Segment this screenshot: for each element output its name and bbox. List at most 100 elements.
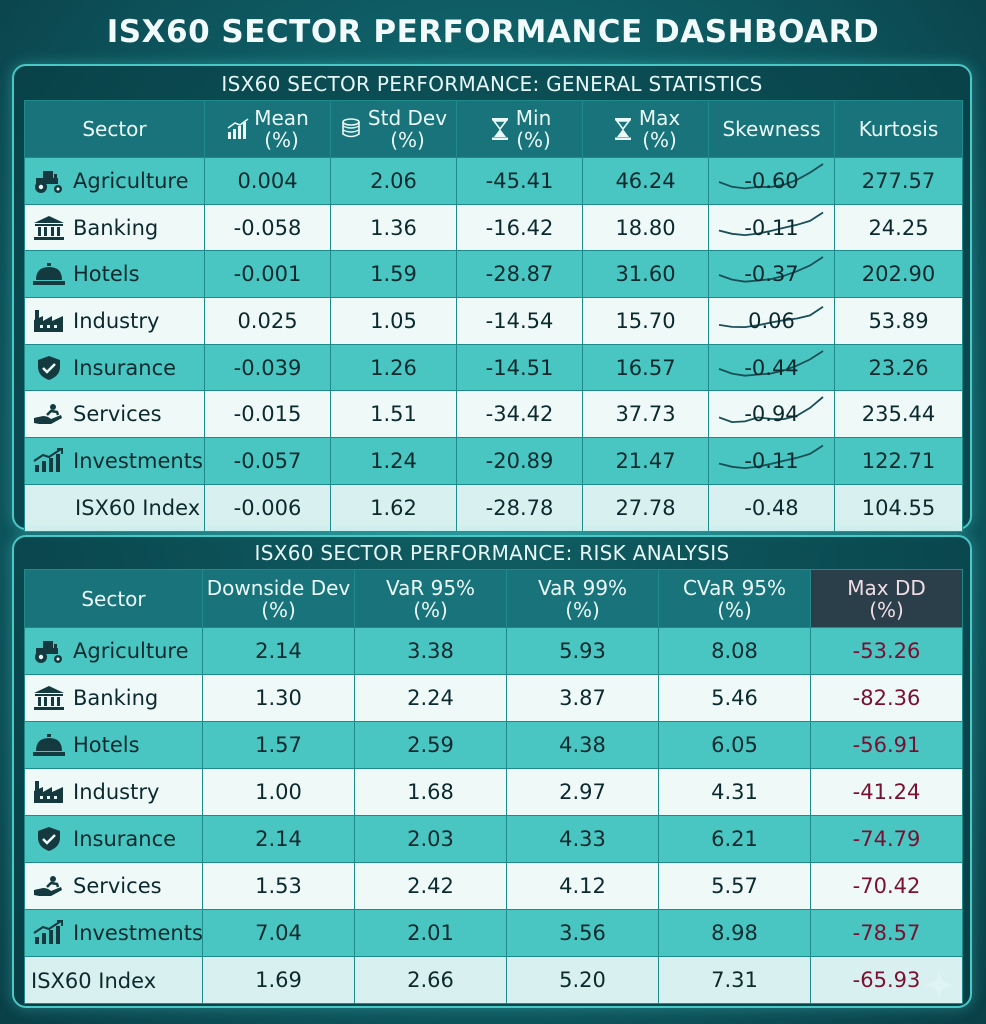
header-label: CVaR 95% (%): [682, 575, 787, 622]
sector-label: Banking: [73, 686, 159, 710]
value-text: 0.004: [237, 168, 298, 193]
cell-mean: -0.058: [204, 203, 331, 252]
sector-label: Industry: [73, 308, 160, 333]
table-row: Hotels 1.57 2.59 4.38 6.05 -56.91: [24, 721, 963, 769]
value-text: 2.14: [255, 827, 302, 851]
cell-std-dev: 1.51: [330, 390, 457, 439]
column-header-sector: Sector: [24, 569, 203, 628]
value-text: 2.03: [407, 827, 454, 851]
sector-label: Hotels: [73, 262, 140, 287]
table-row: Banking 1.30 2.24 3.87 5.46 -82.36: [24, 674, 963, 722]
cell-max: 18.80: [582, 203, 709, 252]
sector-label: Investments: [73, 448, 203, 473]
value-text: 6.05: [711, 733, 758, 757]
sector-cell: Insurance: [24, 815, 203, 863]
value-text: 2.01: [407, 921, 454, 945]
sparkline-path: [718, 349, 824, 377]
cell-var-99: 5.93: [506, 627, 659, 675]
cell-min: -34.42: [456, 390, 583, 439]
value-text: 0.025: [237, 308, 298, 333]
value-text: 4.31: [711, 780, 758, 804]
cell-max-dd: -53.26: [810, 627, 963, 675]
cell-kurtosis: 24.25: [834, 203, 963, 252]
cell-kurtosis: 23.26: [834, 343, 963, 392]
cell-var-99: 4.12: [506, 862, 659, 910]
value-text: 31.60: [615, 262, 676, 287]
value-text: -70.42: [852, 874, 921, 898]
header-label: VaR 95% (%): [385, 575, 476, 622]
header-content: CVaR 95% (%): [683, 577, 786, 621]
table-row: Investments 7.04 2.01 3.56 8.98 -78.57: [24, 909, 963, 957]
skewness-sparkline: [718, 349, 824, 377]
sector-label: Services: [73, 402, 162, 427]
header-label: Mean (%): [254, 106, 309, 152]
header-label: Max (%): [638, 106, 681, 152]
value-text: 235.44: [861, 402, 936, 427]
service-hand-icon: [31, 401, 67, 427]
header-label: Std Dev (%): [367, 106, 448, 152]
value-text: -0.057: [233, 448, 302, 473]
header-label: Downside Dev (%): [206, 575, 351, 622]
value-text: -78.57: [852, 921, 921, 945]
sparkline-path: [718, 396, 824, 424]
cell-kurtosis: 202.90: [834, 250, 963, 299]
cell-skewness: -0.11: [708, 437, 835, 485]
cell-max-dd: -70.42: [810, 862, 963, 910]
value-text: -0.11: [744, 448, 799, 473]
sector-label: Agriculture: [73, 639, 189, 663]
growth-chart-icon: [31, 920, 67, 946]
cell-mean: -0.015: [204, 390, 331, 439]
sparkline-path: [718, 211, 824, 236]
hourglass-icon: [488, 117, 512, 141]
cell-max: 46.24: [582, 157, 709, 205]
value-text: -0.48: [744, 495, 799, 520]
cell-min: -20.89: [456, 437, 583, 485]
cell-var-95: 2.66: [354, 956, 507, 1004]
value-text: 3.38: [407, 639, 454, 663]
value-text: 24.25: [868, 215, 929, 240]
value-text: 0.06: [748, 308, 795, 333]
column-header-sector: Sector: [24, 100, 205, 158]
skewness-sparkline: [718, 256, 824, 283]
service-hand-icon: [31, 873, 67, 899]
general-statistics-table: Sector Mean (%) Std Dev (%) Min (%) Max (%) Skewn…: [24, 100, 963, 532]
cell-max-dd: -56.91: [810, 721, 963, 769]
value-text: 1.51: [370, 402, 417, 427]
value-text: 5.57: [711, 874, 758, 898]
header-label: VaR 99% (%): [537, 575, 628, 622]
cell-var-95: 2.24: [354, 674, 507, 722]
sector-label: Investments: [73, 921, 203, 945]
value-text: -0.11: [744, 215, 799, 240]
cell-var-95: 2.01: [354, 909, 507, 957]
value-text: 15.70: [615, 308, 676, 333]
header-content: Kurtosis: [859, 118, 939, 140]
value-text: 1.05: [370, 308, 417, 333]
value-text: 1.36: [370, 215, 417, 240]
cell-downside-dev: 1.57: [202, 721, 355, 769]
table-row: Investments -0.057 1.24 -20.89 21.47 -0.11 122…: [24, 437, 963, 485]
value-text: 1.26: [370, 355, 417, 380]
shield-icon: [31, 355, 67, 381]
shield-icon: [31, 826, 67, 852]
value-text: 23.26: [868, 355, 929, 380]
value-text: -14.54: [485, 308, 554, 333]
sparkline-path: [718, 256, 824, 283]
value-text: -0.44: [744, 355, 799, 380]
value-text: -53.26: [852, 639, 921, 663]
value-text: 21.47: [615, 448, 676, 473]
value-text: -16.42: [485, 215, 554, 240]
value-text: 1.68: [407, 780, 454, 804]
cell-skewness: 0.06: [708, 297, 835, 345]
cell-skewness: -0.48: [708, 483, 835, 532]
value-text: -28.78: [485, 495, 554, 520]
header-content: Max DD (%): [847, 577, 926, 621]
value-text: 4.38: [559, 733, 606, 757]
value-text: 1.30: [255, 686, 302, 710]
header-content: VaR 95% (%): [386, 577, 475, 621]
table-row: Banking -0.058 1.36 -16.42 18.80 -0.11 24.25: [24, 203, 963, 252]
cell-min: -16.42: [456, 203, 583, 252]
value-text: -0.039: [233, 355, 302, 380]
cell-min: -28.87: [456, 250, 583, 299]
header-label: Skewness: [722, 117, 821, 141]
header-content: Sector: [82, 118, 146, 140]
